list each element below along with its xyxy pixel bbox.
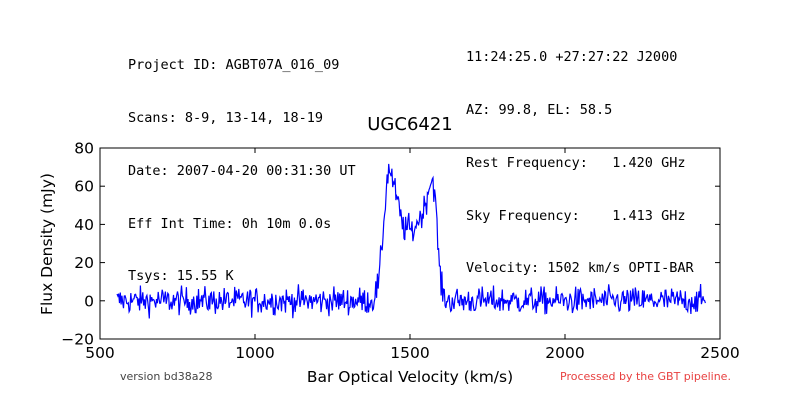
spectrum-line [116, 163, 706, 319]
processed-by-text: Processed by the GBT pipeline. [560, 370, 731, 383]
tsys-line: Tsys: 15.55 K [128, 268, 234, 285]
az-el-line: AZ: 99.8, EL: 58.5 [466, 101, 613, 118]
x-tick-label: 500 [85, 344, 115, 362]
version-text: version bd38a28 [120, 370, 213, 383]
y-axis-label: Flux Density (mJy) [38, 173, 56, 315]
observation-info-left: Project ID: AGBT07A_016_09 Scans: 8-9, 1… [128, 22, 356, 304]
x-tick-label: 2500 [700, 344, 739, 362]
y-tick-label: 20 [74, 254, 94, 272]
observation-info-right: 11:24:25.0 +27:27:22 J2000 AZ: 99.8, EL:… [466, 14, 694, 296]
plot-area: 500 1000 1500 2000 2500 −20 0 20 40 60 80 [61, 140, 739, 363]
y-tick-label: 40 [74, 216, 94, 234]
y-tick-label: 80 [74, 140, 94, 158]
chart-title: UGC6421 [367, 114, 453, 135]
x-tick-label: 1000 [235, 344, 274, 362]
date-line: Date: 2007-04-20 00:31:30 UT [128, 162, 356, 179]
eff-int-time-line: Eff Int Time: 0h 10m 0.0s [128, 215, 332, 232]
x-tick-label: 2000 [545, 344, 584, 362]
scans-line: Scans: 8-9, 13-14, 18-19 [128, 109, 324, 126]
coordinates-line: 11:24:25.0 +27:27:22 J2000 [466, 49, 678, 66]
sky-frequency-line: Sky Frequency: 1.413 GHz [466, 207, 686, 224]
y-tick-label: 60 [74, 178, 94, 196]
y-tick-label: 0 [84, 292, 94, 310]
x-tick-label: 1500 [390, 344, 429, 362]
y-tick-label: −20 [61, 331, 94, 349]
velocity-line: Velocity: 1502 km/s OPTI-BAR [466, 260, 694, 277]
plot-frame [99, 147, 721, 340]
rest-frequency-line: Rest Frequency: 1.420 GHz [466, 154, 686, 171]
project-id-line: Project ID: AGBT07A_016_09 [128, 57, 340, 74]
x-axis-label: Bar Optical Velocity (km/s) [307, 368, 513, 386]
